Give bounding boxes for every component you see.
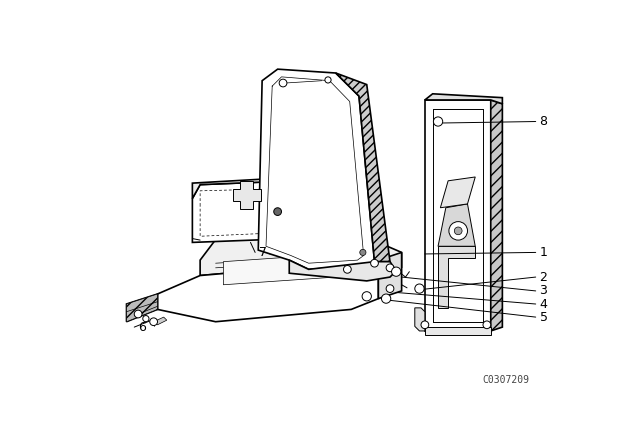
Polygon shape	[127, 294, 157, 322]
Circle shape	[344, 266, 351, 273]
Circle shape	[454, 227, 462, 235]
Polygon shape	[193, 177, 320, 198]
Text: C0307209: C0307209	[483, 375, 529, 385]
Text: 5: 5	[540, 310, 548, 323]
Circle shape	[386, 285, 394, 293]
Polygon shape	[200, 229, 402, 276]
Text: 1: 1	[540, 246, 547, 259]
Circle shape	[386, 264, 394, 271]
Circle shape	[274, 208, 282, 215]
Polygon shape	[259, 69, 374, 269]
Circle shape	[362, 292, 371, 301]
Polygon shape	[336, 73, 390, 262]
Text: 4: 4	[540, 297, 547, 310]
Polygon shape	[378, 252, 402, 299]
Polygon shape	[425, 327, 491, 335]
Text: 3: 3	[540, 284, 547, 297]
Polygon shape	[336, 249, 359, 258]
Circle shape	[433, 117, 443, 126]
Circle shape	[421, 321, 429, 329]
Polygon shape	[193, 181, 320, 242]
Text: 8: 8	[540, 115, 548, 128]
Circle shape	[143, 315, 149, 322]
Text: 7: 7	[259, 246, 267, 259]
Polygon shape	[301, 220, 319, 233]
Polygon shape	[491, 100, 502, 331]
Circle shape	[483, 321, 491, 329]
Text: 6: 6	[138, 321, 146, 334]
Circle shape	[381, 294, 391, 303]
Polygon shape	[154, 317, 167, 325]
Text: 2: 2	[540, 271, 547, 284]
Polygon shape	[438, 246, 476, 308]
Polygon shape	[293, 181, 320, 238]
Polygon shape	[425, 94, 502, 104]
Polygon shape	[127, 294, 157, 322]
Polygon shape	[157, 260, 378, 322]
Polygon shape	[233, 181, 260, 208]
Polygon shape	[440, 177, 476, 208]
Polygon shape	[415, 308, 425, 331]
Circle shape	[449, 222, 467, 240]
Polygon shape	[425, 100, 491, 331]
Circle shape	[279, 79, 287, 87]
Circle shape	[325, 77, 331, 83]
Circle shape	[371, 259, 378, 267]
Circle shape	[415, 284, 424, 293]
Circle shape	[392, 267, 401, 276]
Circle shape	[150, 318, 157, 326]
Polygon shape	[438, 204, 476, 246]
Polygon shape	[289, 260, 396, 281]
Circle shape	[134, 310, 142, 318]
Polygon shape	[223, 254, 336, 285]
Circle shape	[360, 250, 366, 255]
